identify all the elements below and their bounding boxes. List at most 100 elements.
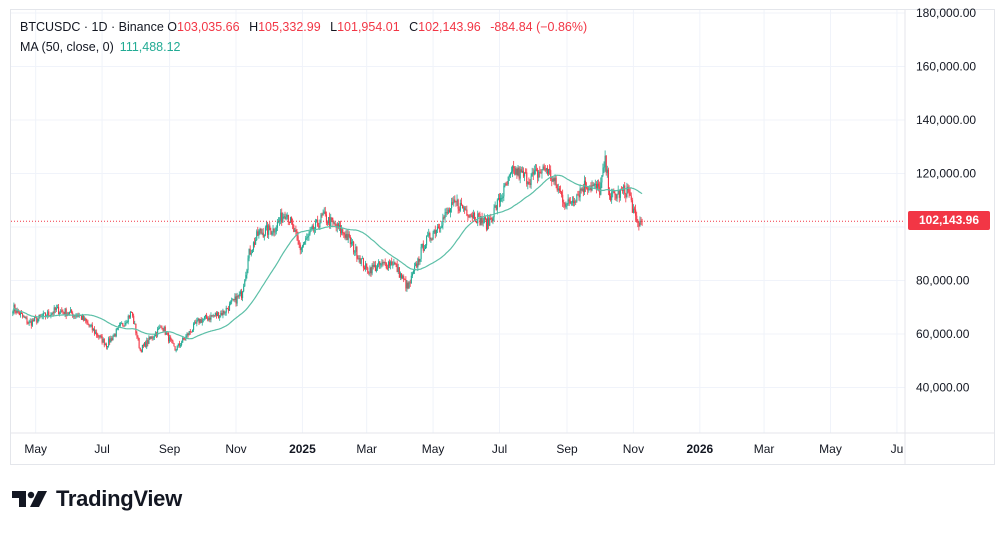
candle-body — [15, 311, 17, 313]
candle-body — [434, 230, 436, 234]
candle-body — [196, 320, 198, 324]
candle-body — [565, 205, 567, 207]
candle-body — [616, 194, 618, 199]
chart-frame[interactable] — [10, 9, 995, 465]
candle-body — [453, 199, 455, 204]
candle-body — [323, 211, 325, 214]
candle-body — [207, 318, 209, 321]
candle-body — [518, 167, 520, 179]
candle-body — [438, 226, 440, 229]
candle-body — [212, 315, 214, 317]
x-tick-label: Jul — [492, 442, 507, 456]
candle-body — [59, 312, 61, 315]
candle-body — [641, 221, 643, 222]
candle-body — [399, 273, 402, 278]
candle-body — [429, 233, 431, 240]
y-tick-label: 80,000.00 — [916, 274, 970, 288]
candle-body — [567, 199, 569, 204]
candle-body — [419, 258, 421, 262]
candle-body — [42, 313, 44, 317]
candle-body — [600, 182, 602, 195]
candle-body — [520, 169, 522, 173]
candle-body — [205, 314, 207, 317]
tradingview-brand[interactable]: TradingView — [12, 484, 182, 514]
candle-body — [141, 344, 143, 353]
ma-indicator-label[interactable]: MA (50, close, 0) — [20, 40, 114, 54]
candle-body — [245, 275, 247, 281]
candle-body — [369, 267, 371, 274]
candle-body — [402, 276, 404, 278]
candle-body — [637, 222, 639, 223]
candle-body — [500, 198, 502, 203]
candle-body — [468, 216, 470, 218]
symbol-label[interactable]: BTCUSDC · 1D · Binance — [20, 20, 164, 34]
candle-body — [401, 273, 403, 278]
candle-body — [554, 177, 556, 182]
candle-body — [176, 345, 178, 351]
candle-body — [410, 275, 412, 284]
candle-body — [422, 243, 424, 251]
candle-body — [252, 242, 255, 250]
candle-body — [235, 296, 237, 304]
candle-body — [71, 309, 73, 314]
candle-body — [619, 188, 621, 198]
candle-body — [232, 299, 234, 301]
candle-body — [316, 219, 318, 222]
candle-body — [338, 225, 341, 229]
candle-body — [472, 212, 474, 218]
candle-body — [262, 232, 264, 237]
candle-body — [214, 313, 216, 316]
candle-body — [549, 169, 551, 171]
candle-body — [601, 175, 603, 183]
candle-body — [58, 307, 60, 315]
candle-body — [53, 307, 55, 314]
candle-body — [526, 172, 528, 185]
candle-body — [605, 155, 607, 173]
candle-body — [225, 307, 227, 313]
candle-body — [377, 264, 379, 269]
candle-body — [407, 282, 409, 289]
candle-body — [101, 336, 103, 343]
candle-body — [426, 236, 428, 246]
candle-body — [294, 229, 296, 232]
candle-body — [362, 258, 364, 268]
candle-body — [324, 211, 326, 215]
candle-body — [358, 258, 360, 260]
candle-body — [537, 169, 539, 178]
candle-body — [152, 337, 154, 339]
candle-body — [120, 323, 122, 326]
candle-body — [326, 222, 329, 224]
candle-body — [385, 263, 387, 268]
tradingview-logo-icon — [12, 491, 47, 507]
candle-body — [221, 312, 223, 316]
candle-body — [553, 178, 555, 182]
candle-body — [169, 337, 171, 342]
candle-body — [209, 317, 211, 320]
candle-body — [348, 234, 350, 237]
candle-body — [397, 267, 399, 273]
candle-body — [181, 342, 183, 346]
candle-body — [208, 317, 210, 321]
candle-body — [121, 323, 123, 324]
candle-body — [87, 322, 89, 325]
candle-body — [68, 311, 71, 315]
candle-body — [490, 218, 492, 219]
candle-body — [404, 279, 406, 281]
candle-body — [273, 228, 275, 233]
ma-legend[interactable]: MA (50, close, 0) 111,488.12 — [20, 40, 181, 54]
candle-body — [270, 230, 272, 235]
candle-body — [89, 325, 91, 327]
candle-body — [215, 313, 218, 316]
candle-body — [509, 173, 511, 176]
candle-body — [631, 200, 633, 213]
y-tick-label: 180,000.00 — [916, 6, 976, 20]
candle-body — [18, 312, 20, 316]
candle-body — [174, 346, 176, 351]
candle-body — [590, 186, 592, 191]
candle-body — [276, 221, 278, 228]
candle-body — [459, 202, 461, 211]
candle-body — [23, 316, 25, 318]
candle-body — [530, 176, 532, 185]
candle-body — [159, 326, 161, 329]
